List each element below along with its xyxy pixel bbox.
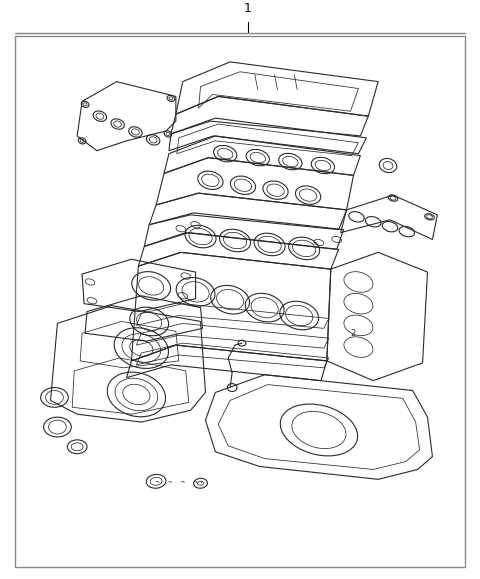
- Text: 1: 1: [244, 2, 252, 14]
- Text: 2: 2: [351, 329, 356, 338]
